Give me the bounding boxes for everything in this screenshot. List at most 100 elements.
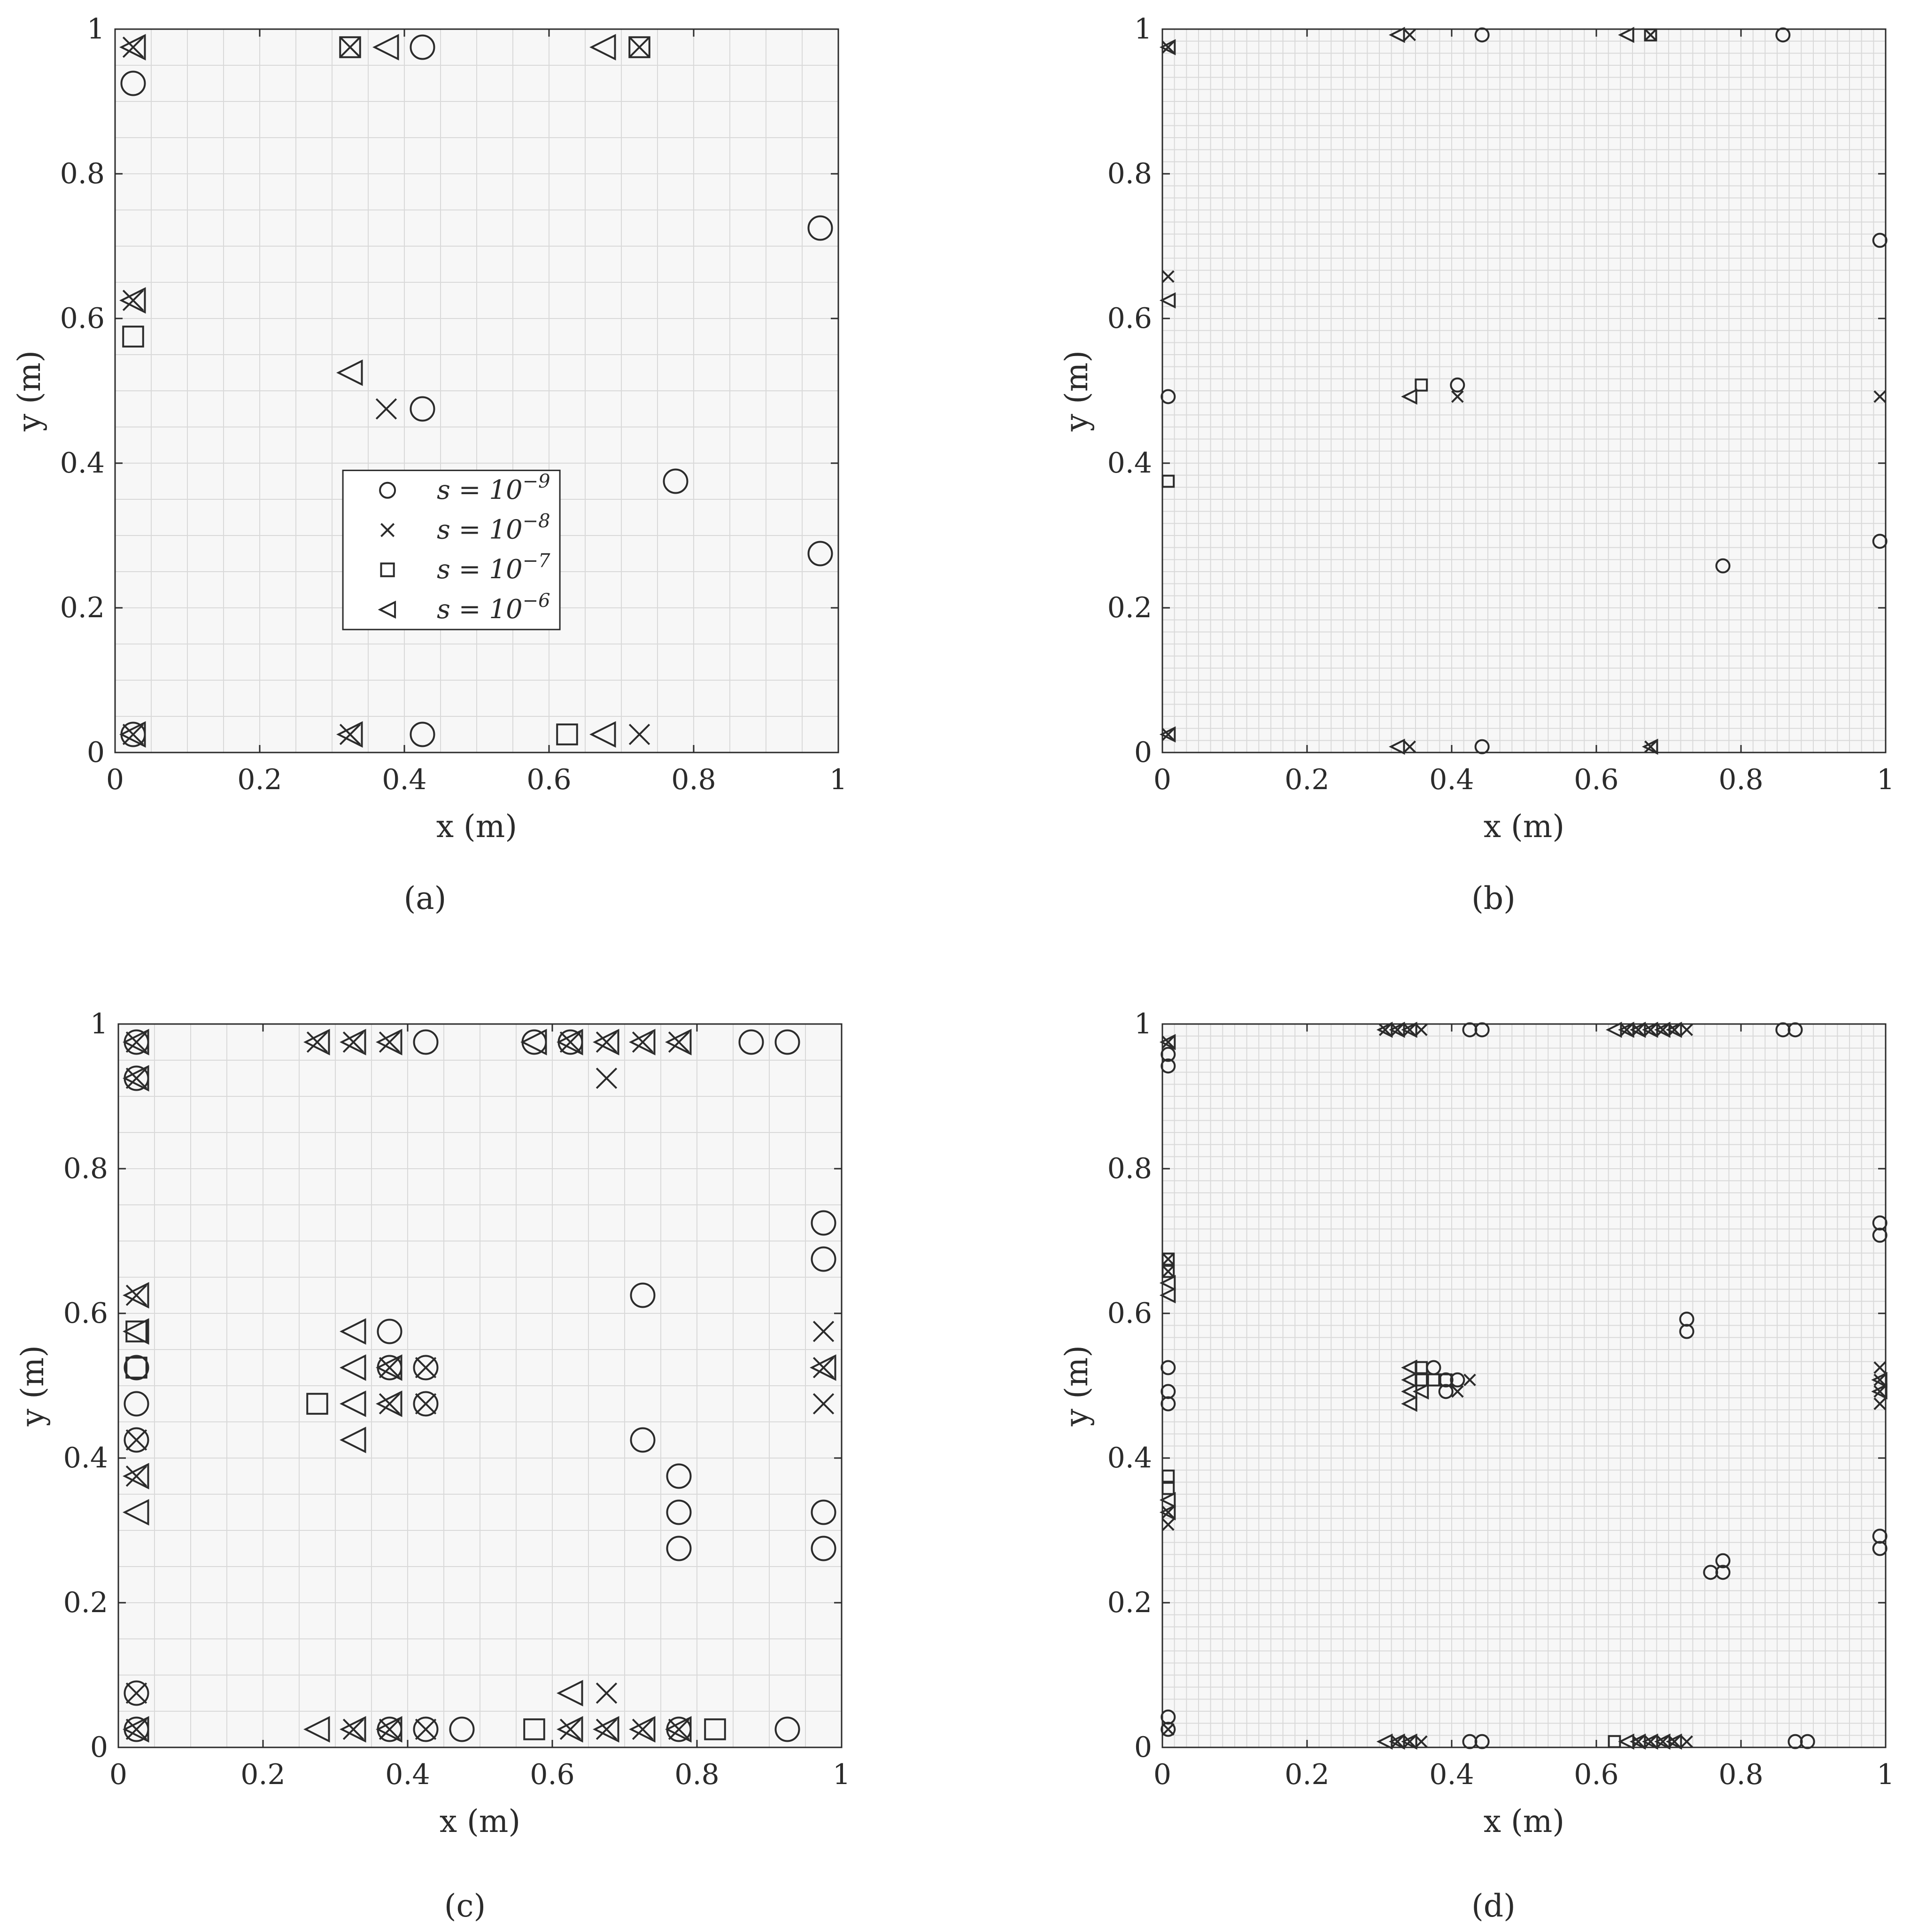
data-point-x — [1451, 390, 1464, 403]
series-triangle-left — [123, 1029, 836, 1743]
data-point-circle — [666, 1536, 692, 1561]
data-point-square — [1161, 1252, 1175, 1266]
data-point-triangle-left — [593, 1029, 619, 1055]
data-point-x — [125, 1465, 147, 1487]
y-tick-label: 0.4 — [1107, 447, 1152, 480]
data-point-triangle-left — [376, 1354, 402, 1381]
data-point-triangle-left — [593, 1716, 619, 1743]
series-square — [125, 1320, 726, 1740]
data-point-circle — [1715, 558, 1731, 574]
data-point-square — [1427, 1373, 1440, 1387]
data-point-circle — [1679, 1324, 1694, 1339]
y-axis-label: y (m) — [1059, 350, 1095, 432]
data-point-x — [1162, 1518, 1175, 1531]
data-point-x — [1391, 1024, 1404, 1036]
panel-label: (d) — [1471, 1888, 1516, 1924]
data-point-x — [1873, 1385, 1886, 1398]
data-point-triangle-left — [1871, 1383, 1888, 1400]
series-x — [1162, 29, 1886, 753]
data-point-x — [122, 36, 144, 58]
series-triangle-left — [119, 34, 616, 748]
data-point-x — [125, 1682, 147, 1704]
data-point-circle — [449, 1716, 475, 1742]
data-point-x — [342, 1718, 364, 1740]
x-tick-label: 0.8 — [1718, 763, 1763, 796]
panel-c: 0 0.2 0.4 0.6 0.8 1 0 0.2 0.4 0.6 0.8 1 x (m) y (m) (c… — [15, 1008, 851, 1924]
data-point-x — [1644, 740, 1657, 753]
data-point-circle — [1872, 1227, 1888, 1243]
data-point-circle — [807, 215, 833, 241]
data-point-x — [596, 1682, 618, 1704]
x-tick-label: 0.8 — [674, 1758, 719, 1791]
data-point-circle — [811, 1210, 836, 1236]
data-point-x — [1403, 740, 1416, 753]
data-point-triangle-left — [1159, 39, 1176, 55]
data-point-circle — [666, 1463, 692, 1489]
data-point-x — [1162, 270, 1175, 283]
data-point-triangle-left — [1412, 1383, 1429, 1400]
data-point-triangle-left — [303, 1716, 330, 1743]
panel-a: 0 0.2 0.4 0.6 0.8 1 0 0.2 0.4 0.6 0.8 1 x (m) y (m) s … — [11, 13, 847, 916]
y-tick-label: 0.6 — [60, 302, 105, 335]
legend-marker-triangle-left — [378, 600, 396, 619]
data-point-circle — [124, 1391, 149, 1417]
data-point-circle — [413, 1355, 439, 1381]
data-point-circle — [1787, 1022, 1803, 1038]
data-point-x — [1162, 1506, 1175, 1519]
data-point-circle — [377, 1319, 402, 1344]
data-point-x — [415, 1718, 437, 1740]
data-point-triangle-left — [119, 721, 146, 748]
data-point-circle — [811, 1536, 836, 1561]
data-point-circle — [1161, 389, 1176, 404]
data-point-square — [628, 36, 650, 58]
data-point-x — [559, 1718, 581, 1740]
data-point-triangle-left — [376, 1390, 402, 1417]
data-point-x — [125, 1031, 147, 1053]
data-point-x — [379, 1718, 401, 1740]
y-tick-label: 0.4 — [63, 1442, 108, 1474]
data-point-triangle-left — [123, 1318, 149, 1345]
data-point-x — [1415, 1024, 1428, 1036]
y-tick-label: 0.4 — [1107, 1442, 1152, 1474]
y-tick-label: 1 — [1134, 13, 1152, 46]
data-point-circle — [413, 1716, 439, 1742]
data-point-triangle-left — [123, 1716, 149, 1743]
x-tick-label: 0 — [109, 1758, 127, 1791]
x-tick-label: 0.4 — [385, 1758, 430, 1791]
data-point-x — [339, 36, 361, 58]
x-tick-label: 0.6 — [1574, 763, 1618, 796]
y-tick-label: 1 — [1134, 1008, 1152, 1040]
data-point-x — [306, 1031, 328, 1053]
data-point-x — [125, 1284, 147, 1306]
data-point-triangle-left — [340, 1318, 366, 1345]
data-point-circle — [738, 1029, 764, 1055]
data-point-x — [596, 1031, 618, 1053]
legend-marker-square — [380, 562, 395, 577]
data-point-x — [1668, 1024, 1681, 1036]
data-point-circle — [1474, 1734, 1490, 1749]
data-point-triangle-left — [1389, 738, 1405, 755]
x-tick-label: 0 — [106, 763, 124, 796]
data-point-triangle-left — [1401, 1372, 1417, 1388]
data-point-triangle-left — [123, 1029, 149, 1055]
data-point-circle — [1715, 1553, 1731, 1568]
y-tick-label: 0.2 — [63, 1586, 108, 1619]
x-tick-label: 1 — [829, 763, 847, 796]
series-triangle-left — [1159, 27, 1658, 755]
data-point-x — [628, 723, 650, 745]
data-point-triangle-left — [340, 1427, 366, 1453]
y-axis-label: y (m) — [1059, 1345, 1095, 1427]
series-x — [122, 36, 650, 745]
data-point-circle — [663, 468, 689, 494]
data-point-triangle-left — [340, 1029, 366, 1055]
data-point-x — [1656, 1024, 1669, 1036]
data-point-x — [632, 1031, 654, 1053]
data-point-x — [632, 1718, 654, 1740]
data-point-x — [379, 1357, 401, 1379]
data-point-x — [812, 1357, 835, 1379]
data-point-triangle-left — [303, 1029, 330, 1055]
series-circle — [1161, 27, 1888, 754]
legend: s = 10−9s = 10−8s = 10−7s = 10−6 — [342, 469, 561, 630]
data-point-circle — [1872, 1541, 1888, 1556]
data-point-x — [1680, 1024, 1693, 1036]
